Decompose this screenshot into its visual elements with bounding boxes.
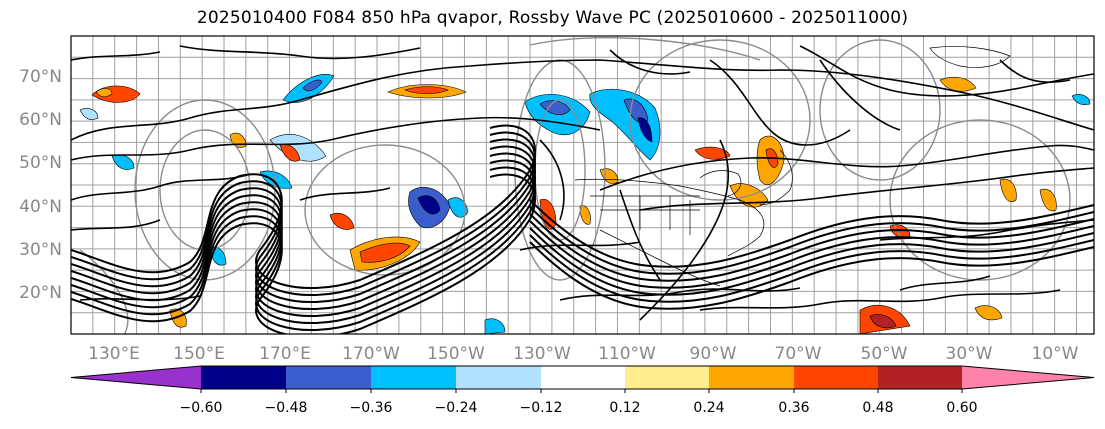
lon-label: 130°W xyxy=(513,344,571,364)
jet-contour xyxy=(71,131,536,296)
lon-label: 170°E xyxy=(259,344,311,364)
colorbar-tick-label: 0.48 xyxy=(862,400,894,416)
jet-contour xyxy=(529,206,1094,275)
jet-stream-contours xyxy=(71,124,1094,334)
black-contour-lines xyxy=(71,45,1094,321)
colorbar-swatch xyxy=(456,366,541,389)
jet-contour xyxy=(529,234,1094,303)
colorbar-tick-label: −0.48 xyxy=(264,400,308,416)
colorbar-tick-label: −0.36 xyxy=(349,400,393,416)
lon-label: 110°W xyxy=(598,344,656,364)
colorbar-extend-low xyxy=(71,366,201,389)
colorbar-swatch xyxy=(794,366,878,389)
jet-contour xyxy=(71,152,536,317)
lat-label: 50°N xyxy=(19,153,62,173)
colorbar-tick-label: −0.60 xyxy=(179,400,223,416)
jet-contour xyxy=(529,220,1094,289)
jet-contour xyxy=(71,138,536,303)
lon-label: 50°W xyxy=(860,344,908,364)
colorbar-tick-label: 0.60 xyxy=(946,400,978,416)
jet-contour xyxy=(529,199,1094,268)
colorbar-extend-high xyxy=(962,366,1094,389)
lon-label: 150°E xyxy=(173,344,225,364)
colorbar-swatch xyxy=(201,366,286,389)
colorbar-swatch xyxy=(286,366,371,389)
lon-label: 90°W xyxy=(689,344,737,364)
jet-contour xyxy=(71,145,536,310)
coastlines xyxy=(574,46,1011,287)
colorbar-tick-label: −0.12 xyxy=(519,400,563,416)
map-title: 2025010400 F084 850 hPa qvapor, Rossby W… xyxy=(196,8,909,28)
jet-contour xyxy=(529,227,1094,296)
jet-contour xyxy=(71,124,536,289)
lon-label: 10°W xyxy=(1031,344,1079,364)
colorbar-swatch xyxy=(541,366,625,389)
jet-contour xyxy=(71,173,536,334)
colorbar xyxy=(70,365,1095,393)
colorbar-swatch xyxy=(878,366,962,389)
colorbar-tick-label: −0.24 xyxy=(434,400,478,416)
lat-label: 70°N xyxy=(19,67,62,87)
colorbar-swatch xyxy=(625,366,709,389)
lon-label: 130°E xyxy=(88,344,140,364)
colorbar-tick-label: 0.24 xyxy=(693,400,725,416)
colorbar-swatch xyxy=(371,366,456,389)
jet-contour xyxy=(529,241,1094,310)
lon-label: 150°W xyxy=(427,344,485,364)
lon-label: 30°W xyxy=(945,344,993,364)
map-plot-area xyxy=(71,36,1094,334)
lat-label: 60°N xyxy=(19,110,62,130)
colorbar-tick-label: 0.12 xyxy=(609,400,641,416)
lon-label: 170°W xyxy=(342,344,400,364)
jet-contour xyxy=(529,213,1094,282)
lon-label: 70°W xyxy=(774,344,822,364)
lat-label: 20°N xyxy=(19,283,62,303)
lat-label: 30°N xyxy=(19,240,62,260)
map-frame xyxy=(70,35,1095,335)
lat-label: 40°N xyxy=(19,197,62,217)
colorbar-tick-label: 0.36 xyxy=(778,400,810,416)
jet-contour xyxy=(71,166,536,331)
colorbar-swatch xyxy=(709,366,794,389)
